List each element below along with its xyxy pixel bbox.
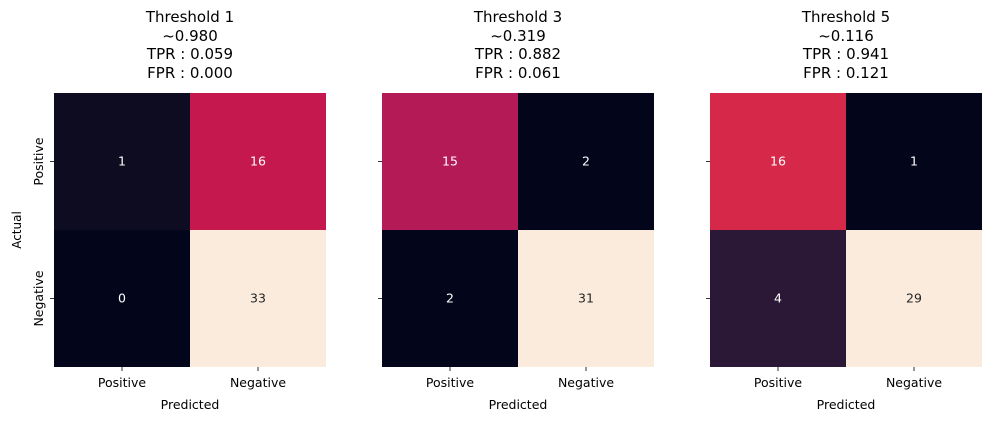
chart-title: Threshold 3 ~0.319 TPR : 0.882 FPR : 0.0…: [388, 8, 648, 82]
x-tick-label: Negative: [558, 375, 614, 390]
heatmap-cell: [518, 230, 654, 367]
heatmap-cell: [54, 230, 190, 367]
x-axis-label: Predicted: [817, 397, 876, 412]
cell-value-label: 16: [770, 154, 786, 169]
title-line: ~0.319: [490, 26, 546, 45]
title-line: ~0.980: [162, 26, 218, 45]
x-tick-label: Positive: [98, 375, 146, 390]
title-line: TPR : 0.059: [146, 45, 234, 63]
cell-value-label: 2: [446, 291, 454, 306]
cell-value-label: 4: [774, 291, 782, 306]
cell-value-label: 1: [910, 154, 918, 169]
heatmap-cell: [382, 93, 518, 230]
title-line: ~0.116: [818, 26, 874, 45]
cell-value-label: 16: [250, 154, 266, 169]
heatmap-cell: [846, 230, 982, 367]
x-tick-label: Negative: [230, 375, 286, 390]
x-tick-label: Positive: [754, 375, 802, 390]
y-tick-label: Negative: [31, 270, 46, 326]
title-line: FPR : 0.121: [803, 63, 889, 82]
heatmap-cell: [710, 93, 846, 230]
cell-value-label: 33: [250, 291, 266, 306]
cell-value-label: 31: [578, 291, 594, 306]
title-line: Threshold 3: [473, 8, 563, 26]
cell-value-label: 0: [118, 291, 126, 306]
heatmap-cell: [846, 93, 982, 230]
heatmap-cell: [710, 230, 846, 367]
heatmap-cell: [382, 230, 518, 367]
title-line: FPR : 0.000: [147, 63, 233, 82]
title-line: Threshold 1: [145, 8, 235, 26]
cell-value-label: 2: [582, 154, 590, 169]
cell-value-label: 15: [442, 154, 458, 169]
title-line: Threshold 5: [801, 8, 891, 26]
y-tick-label: Positive: [31, 137, 46, 185]
x-tick-label: Negative: [886, 375, 942, 390]
chart-title: Threshold 1 ~0.980 TPR : 0.059 FPR : 0.0…: [60, 8, 320, 82]
x-axis-label: Predicted: [161, 397, 220, 412]
x-axis-label: Predicted: [489, 397, 548, 412]
cell-value-label: 1: [118, 154, 126, 169]
cell-value-label: 29: [906, 291, 922, 306]
heatmap-cell: [190, 230, 326, 367]
title-line: FPR : 0.061: [475, 63, 561, 82]
heatmap-cell: [190, 93, 326, 230]
title-line: TPR : 0.882: [474, 45, 562, 63]
chart-title: Threshold 5 ~0.116 TPR : 0.941 FPR : 0.1…: [716, 8, 976, 82]
x-tick-label: Positive: [426, 375, 474, 390]
heatmap-cell: [518, 93, 654, 230]
title-line: TPR : 0.941: [802, 45, 890, 63]
heatmap-cell: [54, 93, 190, 230]
